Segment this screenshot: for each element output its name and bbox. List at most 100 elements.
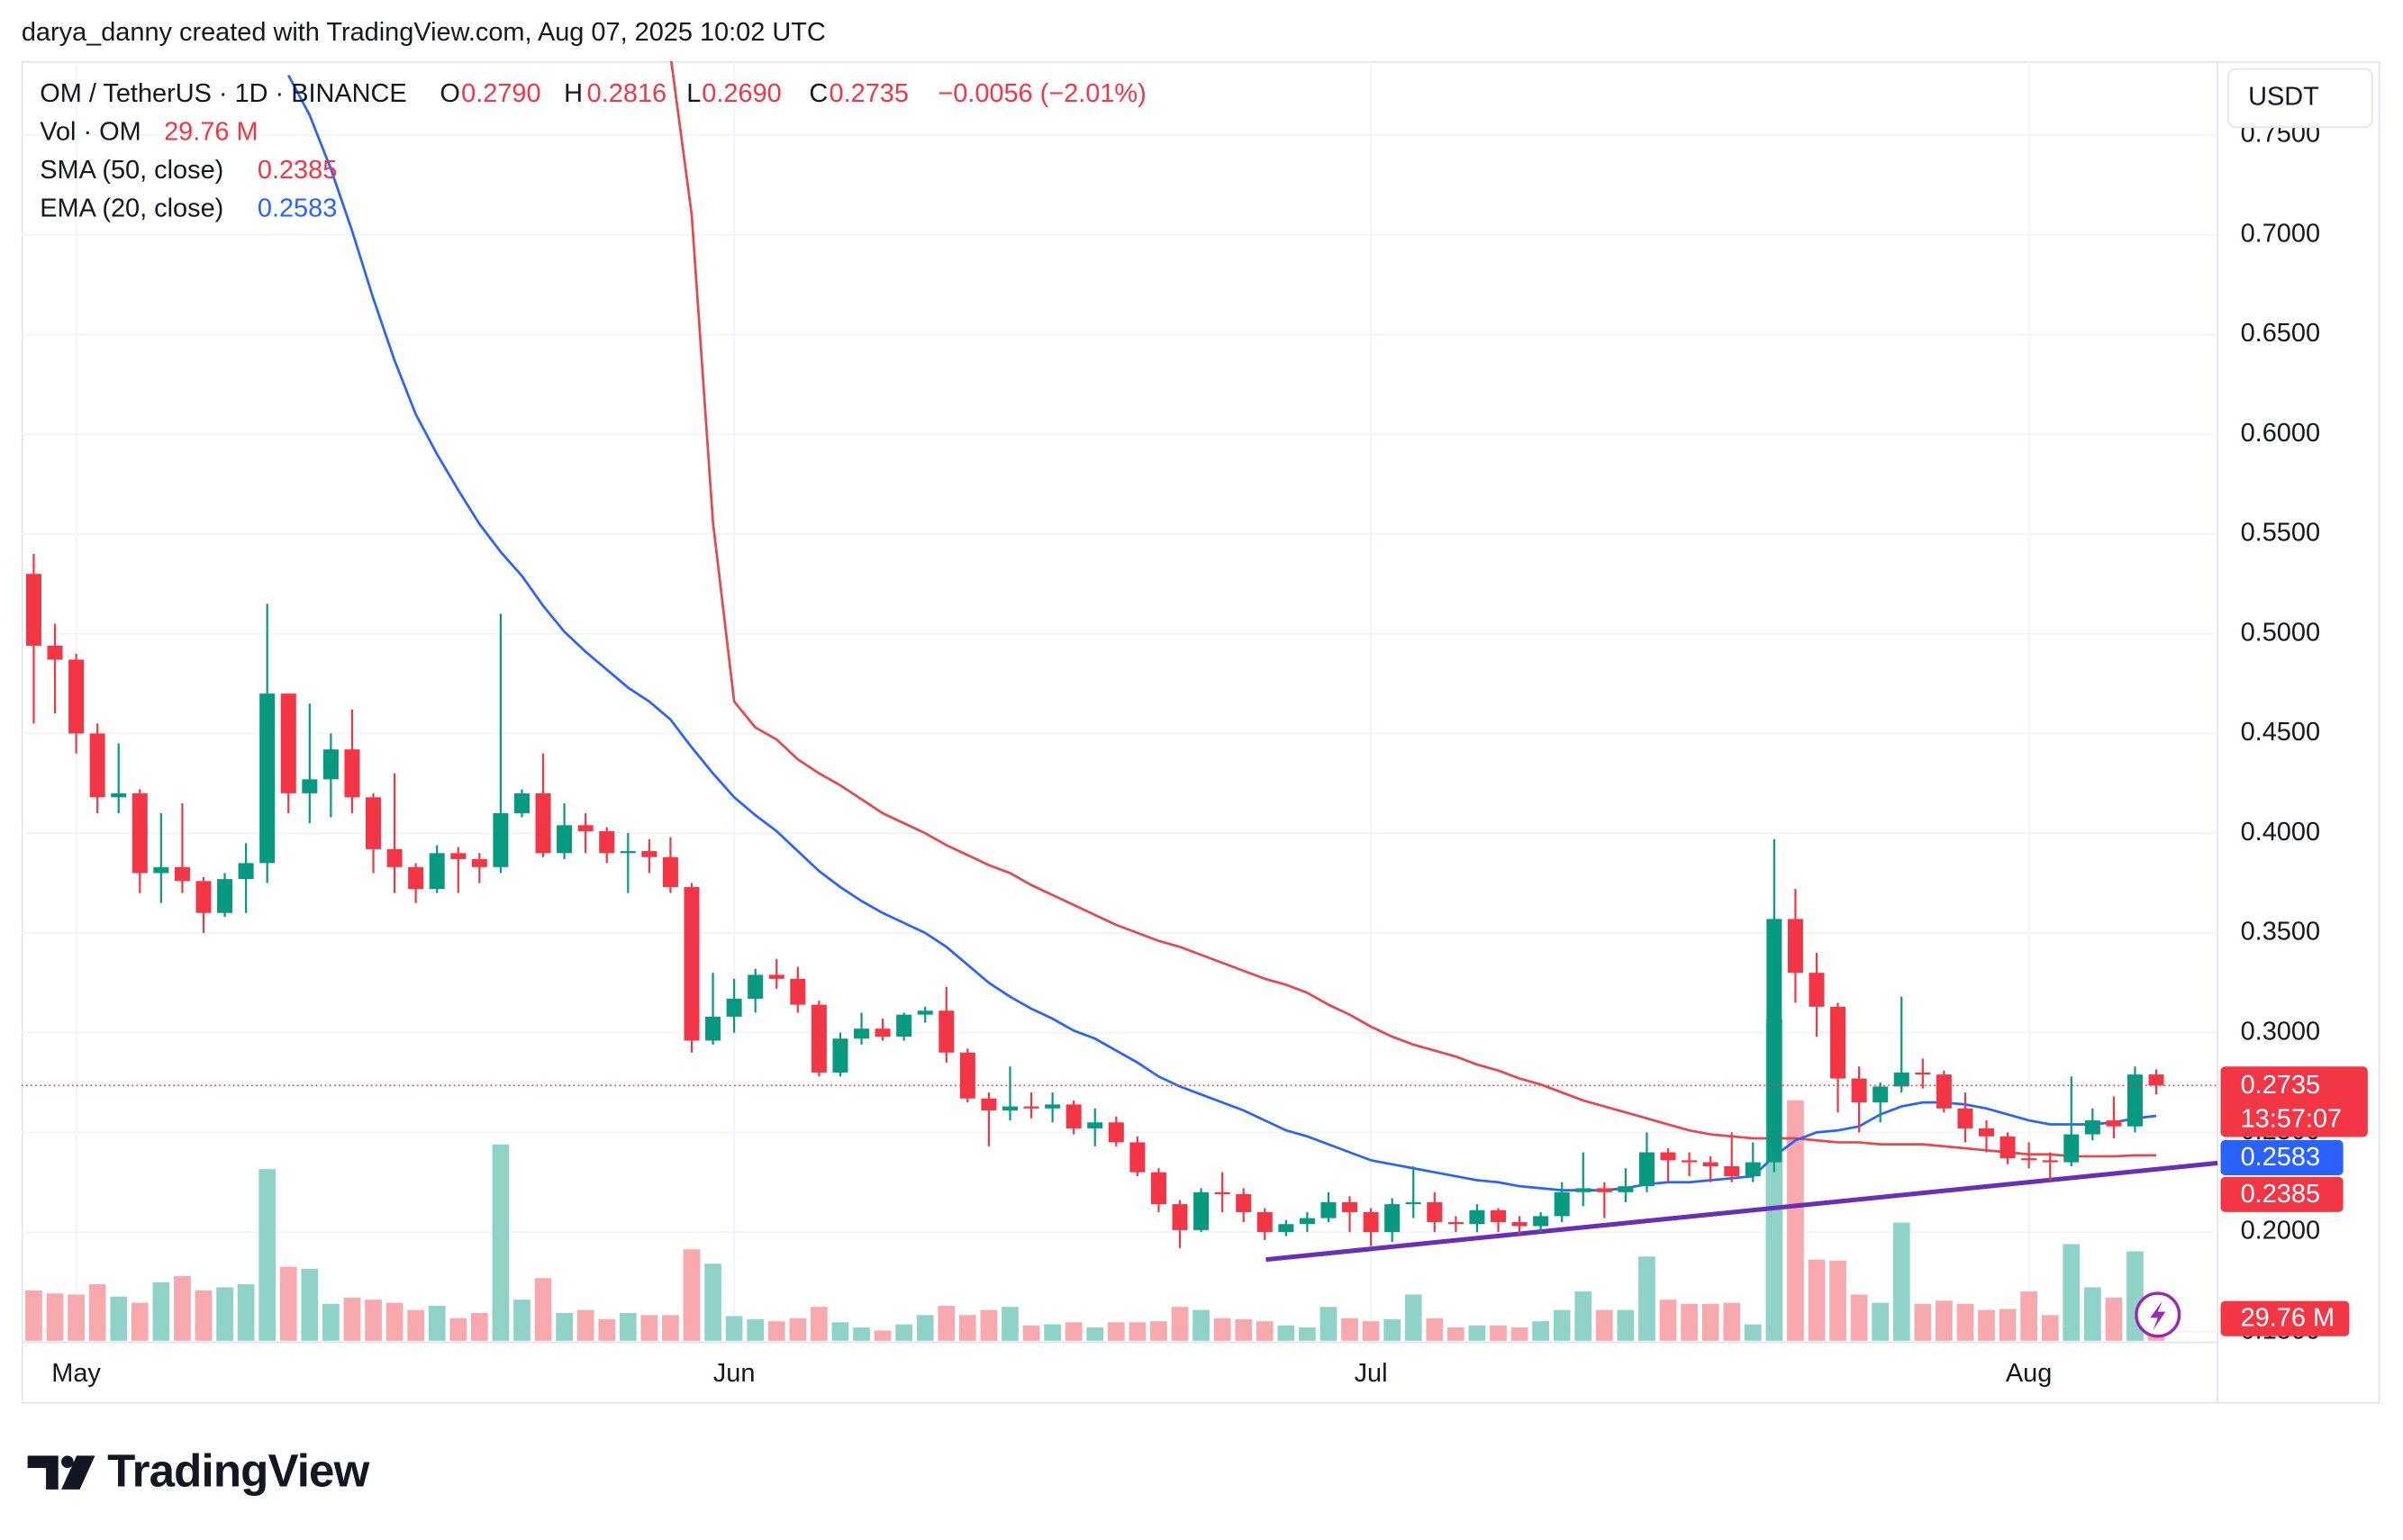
candle-body <box>1129 1142 1146 1173</box>
volume-bar <box>1723 1302 1741 1341</box>
candle-body <box>1511 1222 1528 1227</box>
candle-body <box>535 793 551 854</box>
candle-body <box>471 858 487 867</box>
volume-bar <box>428 1305 446 1341</box>
volume-bar <box>1107 1322 1125 1341</box>
volume-badge-value: 29.76 M <box>2241 1304 2335 1333</box>
x-tick-label: Aug <box>2006 1359 2052 1388</box>
candle-body <box>1957 1108 1973 1128</box>
x-tick-label: Jun <box>713 1359 756 1388</box>
indicator-line <box>669 61 2157 1158</box>
ohlc-key: L <box>686 79 701 108</box>
candle-body <box>1978 1128 1995 1137</box>
volume-bar <box>1468 1325 1486 1341</box>
volume-bar <box>513 1300 530 1341</box>
volume-bar <box>1044 1324 1061 1341</box>
ema-badge <box>2220 1139 2344 1176</box>
indicator-lines <box>287 61 2157 1191</box>
volume-bar <box>662 1315 679 1341</box>
volume-bar <box>598 1318 616 1341</box>
candle-body <box>1256 1211 1273 1233</box>
y-tick-label: 0.5500 <box>2241 519 2320 548</box>
symbol: OM / TetherUS · 1D · BINANCE <box>40 79 406 108</box>
volume-bar <box>1956 1303 1974 1341</box>
y-tick-label: 0.4000 <box>2241 818 2320 847</box>
candle-body <box>89 733 105 798</box>
attribution: darya_danny created with TradingView.com… <box>22 18 826 47</box>
currency-box[interactable] <box>2227 68 2373 129</box>
candle-body <box>1150 1172 1166 1205</box>
volume-bar <box>1362 1321 1380 1341</box>
volume-bar <box>576 1309 594 1341</box>
candle-body <box>2106 1120 2122 1127</box>
candle-body <box>577 825 594 831</box>
logo-text: TradingView <box>107 1445 369 1496</box>
volume-bar <box>152 1282 170 1341</box>
volume-bar <box>980 1309 998 1341</box>
volume-bar <box>704 1264 721 1341</box>
candle-body <box>1809 973 1825 1007</box>
sma-value: 0.2385 <box>258 156 337 185</box>
candle-body <box>1108 1122 1124 1143</box>
candle-body <box>1618 1186 1634 1192</box>
volume-bar <box>1617 1309 1635 1341</box>
volume-bar <box>322 1303 340 1341</box>
currency[interactable]: USDT <box>2248 83 2319 112</box>
candle-body <box>1363 1211 1379 1233</box>
volume-bar <box>1701 1303 1719 1341</box>
candle-body <box>344 749 360 798</box>
volume-bar <box>1319 1307 1338 1341</box>
candle-body <box>25 574 41 646</box>
volume-bar <box>279 1266 297 1341</box>
candle-body <box>939 1010 955 1053</box>
candle-body <box>1596 1188 1612 1192</box>
y-tick-label: 0.6000 <box>2241 419 2320 448</box>
sma-name: SMA (50, close) <box>40 156 223 185</box>
volume-bar <box>407 1309 425 1341</box>
volume-bar <box>1404 1294 1422 1341</box>
ohlc-key: C <box>809 79 828 108</box>
volume-bar <box>1914 1303 1932 1341</box>
candle-body <box>2042 1160 2058 1163</box>
volume-bar <box>1892 1222 1910 1341</box>
candle-body <box>1936 1074 1952 1109</box>
sma-badge <box>2220 1176 2344 1212</box>
candle-body <box>322 749 339 780</box>
candle-body <box>1638 1152 1655 1187</box>
volume-bar <box>1065 1322 1083 1341</box>
sma-badge-value: 0.2385 <box>2241 1180 2320 1209</box>
candle-body <box>684 886 700 1041</box>
volume-bar <box>916 1315 934 1341</box>
candle-body <box>1065 1104 1082 1128</box>
legend: OM / TetherUS · 1D · BINANCE O 0.2790 H … <box>40 79 1146 223</box>
candle-body <box>1533 1216 1549 1227</box>
volume-bar <box>1341 1318 1358 1341</box>
volume-bar <box>1829 1260 1846 1341</box>
y-tick-label: 0.5000 <box>2241 618 2320 647</box>
volume-bar <box>767 1321 785 1341</box>
candle-body <box>1830 1006 1846 1079</box>
candle-body <box>238 863 254 880</box>
volume-bar <box>1447 1327 1464 1341</box>
candle-body <box>1660 1152 1676 1161</box>
candle-body <box>832 1038 848 1073</box>
volume-bar <box>789 1318 807 1341</box>
volume-bar <box>1510 1327 1528 1341</box>
volume-bar <box>110 1296 128 1341</box>
volume-bar <box>195 1290 213 1341</box>
volume-bar <box>2105 1297 2123 1341</box>
candle-body <box>174 866 190 882</box>
volume-bar <box>2041 1315 2059 1341</box>
candle-body <box>811 1004 827 1073</box>
volume-bar <box>46 1293 64 1341</box>
candle-body <box>1915 1072 1931 1075</box>
trend-line <box>1265 1160 2218 1263</box>
volume-bar <box>619 1312 637 1341</box>
candle-body <box>217 879 233 913</box>
candle-body <box>1405 1201 1421 1205</box>
y-tick-label: 0.2000 <box>2241 1217 2320 1246</box>
candle-body <box>1214 1191 1230 1195</box>
volume-bar <box>683 1249 701 1341</box>
